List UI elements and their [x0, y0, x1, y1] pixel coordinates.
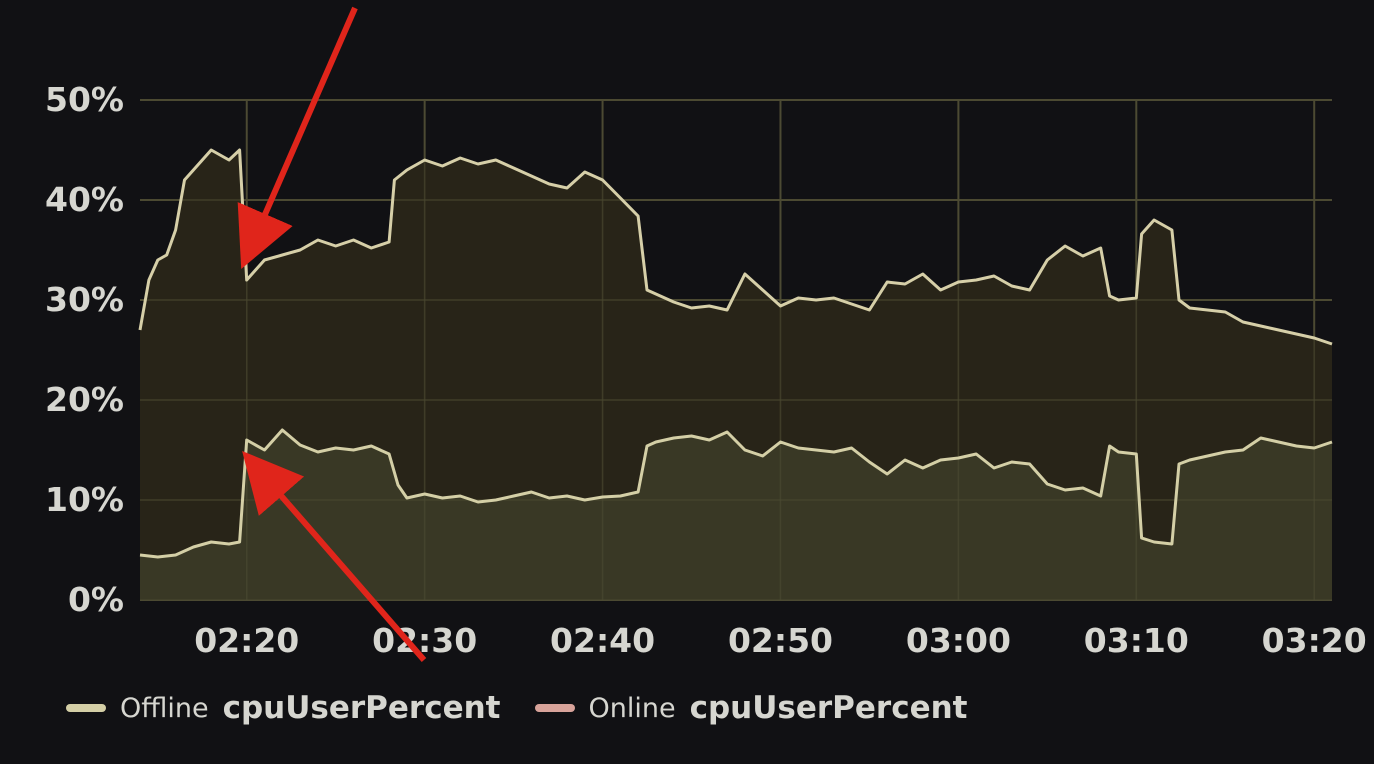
series-lines	[138, 148, 1333, 559]
x-tick-label: 02:50	[728, 621, 833, 660]
y-axis: 0% 10% 20% 30% 40% 50%	[45, 80, 124, 619]
legend-series-name: Online	[588, 692, 676, 724]
x-tick-label: 02:40	[550, 621, 655, 660]
arrow-to-offline-rise	[242, 450, 427, 662]
legend-series-name: Offline	[120, 692, 209, 724]
x-tick-label: 03:10	[1084, 621, 1189, 660]
y-tick-label: 30%	[45, 280, 124, 319]
y-tick-label: 50%	[45, 80, 124, 119]
offline-area	[140, 430, 1332, 600]
y-tick-label: 20%	[45, 380, 124, 419]
offline-swatch-icon	[66, 704, 106, 712]
x-tick-label: 03:00	[906, 621, 1011, 660]
y-tick-label: 10%	[45, 480, 124, 519]
legend-item-offline[interactable]: Offline cpuUserPercent	[66, 690, 501, 726]
legend: Offline cpuUserPercent Online cpuUserPer…	[66, 690, 1002, 726]
offline-line	[139, 428, 1333, 559]
series-areas	[140, 99, 1332, 601]
online-swatch-icon	[534, 704, 575, 712]
annotations	[237, 6, 427, 662]
y-tick-label: 0%	[68, 580, 124, 619]
x-tick-label: 02:30	[372, 621, 477, 660]
legend-metric-name: cpuUserPercent	[689, 690, 968, 726]
legend-metric-name: cpuUserPercent	[222, 690, 501, 726]
y-tick-label: 40%	[45, 180, 124, 219]
x-axis: 02:20 02:30 02:40 02:50 03:00 03:10 03:20	[194, 621, 1367, 660]
online-line	[138, 148, 1333, 346]
x-tick-label: 02:20	[194, 621, 299, 660]
legend-item-online[interactable]: Online cpuUserPercent	[534, 690, 968, 726]
arrow-to-online-dip	[237, 6, 358, 269]
x-tick-label: 03:20	[1262, 621, 1367, 660]
